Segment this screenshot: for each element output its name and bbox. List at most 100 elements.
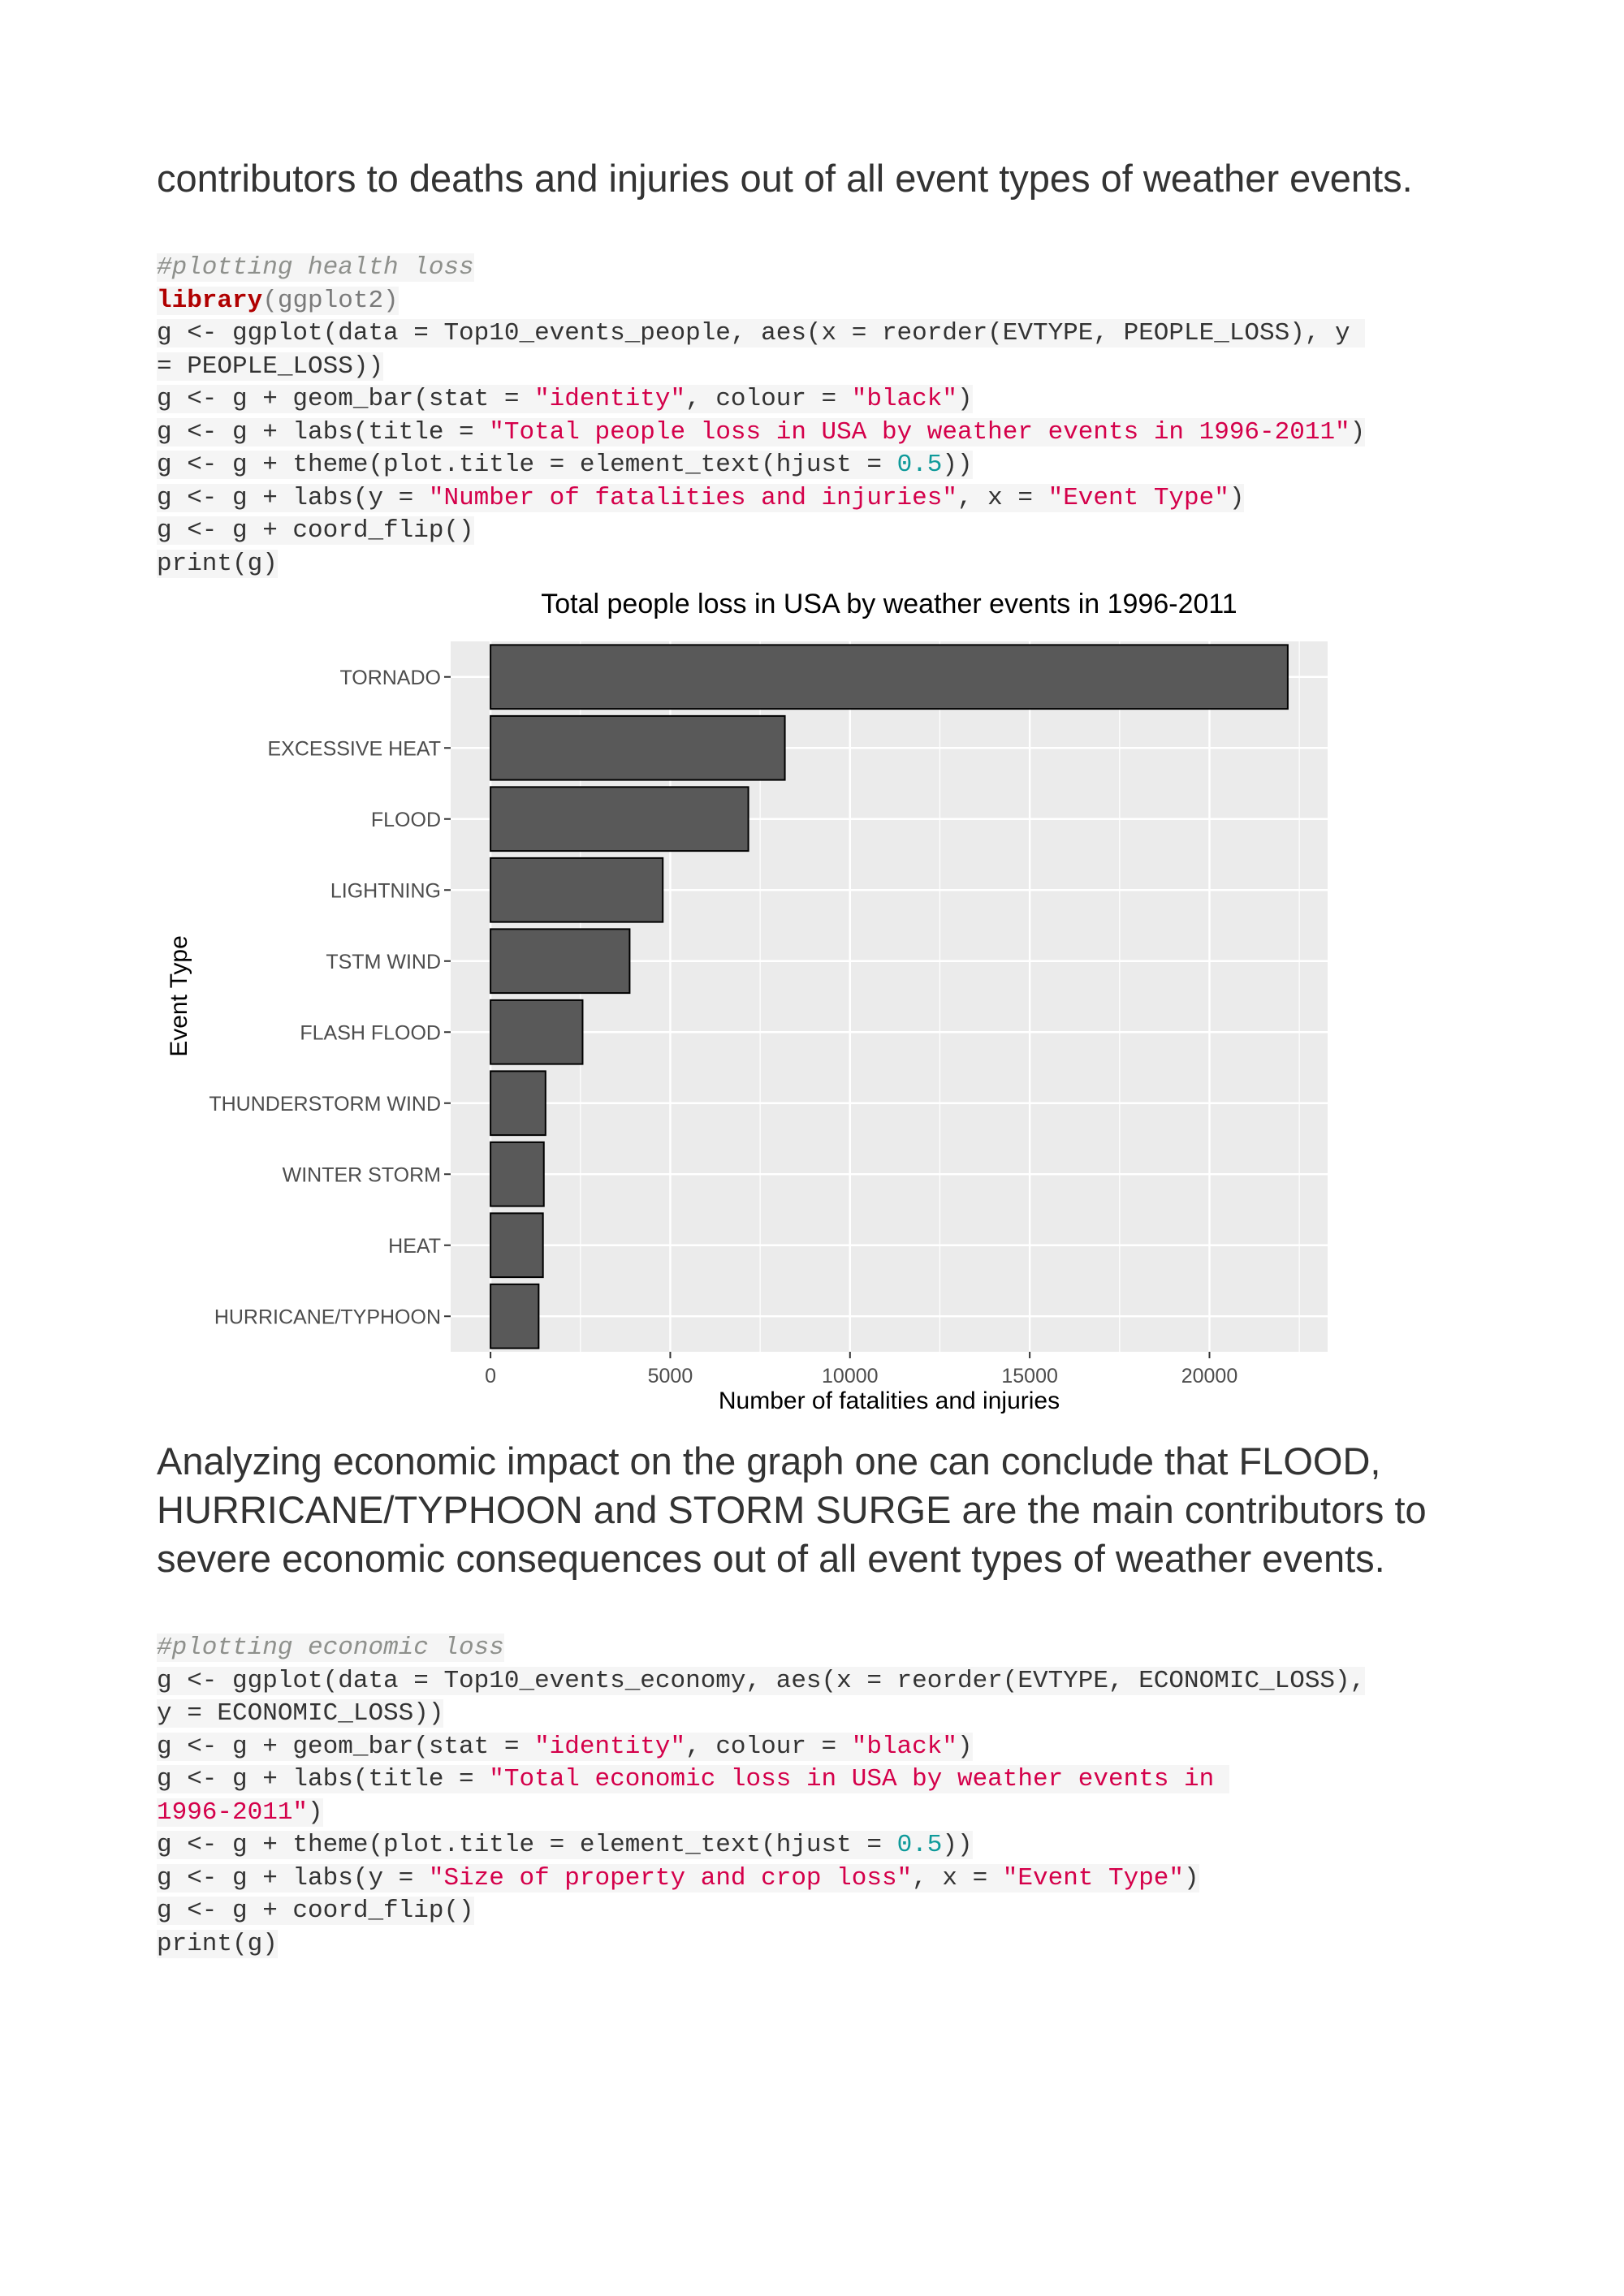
category-label: EXCESSIVE HEAT <box>268 737 442 760</box>
code-line: g <- g + coord_flip() <box>157 515 1497 548</box>
bar <box>490 1212 544 1279</box>
code-token: = PEOPLE_LOSS)) <box>157 352 384 381</box>
code-token: g <- g + labs(y = <box>157 483 429 512</box>
code-token: "black" <box>851 385 957 413</box>
paragraph-health-conclusion: contributors to deaths and injuries out … <box>157 157 1413 200</box>
bar <box>490 786 749 852</box>
category-label: FLASH FLOOD <box>300 1021 441 1044</box>
code-line: g <- g + labs(title = "Total people loss… <box>157 416 1497 450</box>
code-token: , colour = <box>685 385 852 413</box>
code-token: library <box>157 286 263 315</box>
code-token: g <- g + theme(plot.title = element_text… <box>157 451 897 479</box>
paragraph-economic-conclusion: Analyzing economic impact on the graph o… <box>157 1439 1427 1580</box>
code-line: g <- g + labs(title = "Total economic lo… <box>157 1763 1497 1797</box>
category-label: LIGHTNING <box>330 879 441 902</box>
code-token: ) <box>957 1732 973 1761</box>
code-token: print(g) <box>157 1929 278 1958</box>
category-label: THUNDERSTORM WIND <box>209 1093 441 1116</box>
code-token: ) <box>1350 417 1366 447</box>
bars <box>490 644 1289 1349</box>
bar <box>490 928 631 995</box>
code-token: ) <box>957 385 973 413</box>
tick-labels: 0 5000 10000 15000 20000 <box>485 1352 1237 1388</box>
value-tick-label: 10000 <box>822 1365 879 1388</box>
value-tick-label: 0 <box>485 1365 496 1388</box>
code-line: g <- g + labs(y = "Number of fatalities … <box>157 482 1497 516</box>
value-tick-label: 5000 <box>648 1365 693 1388</box>
code-line: g <- g + coord_flip() <box>157 1895 1497 1928</box>
code-token: ) <box>1229 483 1245 512</box>
code-token: g <- g + coord_flip() <box>157 1897 474 1925</box>
code-token: 1996-2011" <box>157 1798 309 1827</box>
code-token: ) <box>1184 1863 1199 1892</box>
code-token: 0.5 <box>896 451 943 479</box>
category-label: TSTM WIND <box>326 951 441 973</box>
code-token: "identity" <box>534 1732 686 1761</box>
code-line: library(ggplot2) <box>157 285 1497 318</box>
bar <box>490 714 786 781</box>
code-line: #plotting health loss <box>157 252 1497 285</box>
code-line: 1996-2011") <box>157 1797 1497 1830</box>
code-line: print(g) <box>157 1928 1497 1962</box>
value-tick-label: 15000 <box>1001 1365 1058 1388</box>
code-token: g <- g + labs(title = <box>157 1765 490 1793</box>
code-token: g <- g + labs(y = <box>157 1863 429 1892</box>
code-block-health: #plotting health loss library(ggplot2) g <… <box>157 252 1497 580</box>
code-token: y = ECONOMIC_LOSS)) <box>157 1699 444 1728</box>
code-line: #plotting economic loss <box>157 1632 1497 1665</box>
code-token: g <- g + coord_flip() <box>157 516 474 545</box>
y-axis-title: Event Type <box>166 935 192 1057</box>
code-token: "Size of property and crop loss" <box>428 1863 913 1892</box>
bar <box>490 1283 540 1349</box>
code-line: g <- g + geom_bar(stat = "identity", col… <box>157 383 1497 416</box>
code-token: , colour = <box>685 1732 852 1761</box>
code-token: #plotting economic loss <box>157 1634 504 1662</box>
code-token: )) <box>942 1831 973 1859</box>
code-token: #plotting health loss <box>157 253 474 282</box>
code-token: g <- g + theme(plot.title = element_text… <box>157 1831 897 1859</box>
code-line: print(g) <box>157 548 1497 581</box>
code-token: "Number of fatalities and injuries" <box>428 483 957 512</box>
code-token: print(g) <box>157 549 278 578</box>
code-line: g <- g + theme(plot.title = element_text… <box>157 1829 1497 1862</box>
category-labels: TORNADO EXCESSIVE HEAT FLOOD LIGHTNING TSTM … <box>209 667 451 1328</box>
code-line: y = ECONOMIC_LOSS)) <box>157 1698 1497 1731</box>
bar <box>490 857 664 923</box>
code-token: , x = <box>912 1863 1003 1892</box>
category-label: HEAT <box>388 1235 441 1258</box>
category-label: WINTER STORM <box>283 1163 441 1186</box>
bar-chart-people-loss: Total people loss in USA by weather even… <box>166 589 1328 1414</box>
code-token: , x = <box>957 483 1048 512</box>
code-token: ) <box>308 1798 323 1827</box>
bar <box>490 644 1289 710</box>
category-label: TORNADO <box>339 667 441 689</box>
code-token: 0.5 <box>896 1831 943 1859</box>
code-token: "identity" <box>534 385 686 413</box>
code-token: )) <box>942 451 973 479</box>
code-token: "Total economic loss in USA by weather e… <box>489 1765 1229 1793</box>
code-token: g <- ggplot(data = Top10_events_economy,… <box>157 1666 1366 1695</box>
code-line: g <- g + theme(plot.title = element_text… <box>157 449 1497 482</box>
value-tick-label: 20000 <box>1181 1365 1238 1388</box>
code-token: "Event Type" <box>1002 1863 1185 1892</box>
code-token: "black" <box>851 1732 957 1761</box>
code-token: g <- g + geom_bar(stat = <box>157 1732 535 1761</box>
category-label: FLOOD <box>371 809 441 831</box>
category-label: HURRICANE/TYPHOON <box>214 1306 441 1328</box>
code-line: g <- ggplot(data = Top10_events_economy,… <box>157 1665 1497 1698</box>
code-token: "Event Type" <box>1047 483 1229 512</box>
code-line: g <- ggplot(data = Top10_events_people, … <box>157 317 1497 351</box>
code-line: g <- g + labs(y = "Size of property and … <box>157 1862 1497 1896</box>
bar <box>490 999 584 1065</box>
x-axis-title: Number of fatalities and injuries <box>719 1388 1060 1414</box>
code-token: g <- g + labs(title = <box>157 417 490 447</box>
bar <box>490 1070 546 1137</box>
code-token: (ggplot2) <box>262 286 399 315</box>
code-line: = PEOPLE_LOSS)) <box>157 351 1497 384</box>
chart-title: Total people loss in USA by weather even… <box>541 589 1237 619</box>
code-line: g <- g + geom_bar(stat = "identity", col… <box>157 1731 1497 1764</box>
code-token: g <- ggplot(data = Top10_events_people, … <box>157 319 1366 347</box>
code-token: "Total people loss in USA by weather eve… <box>489 417 1350 447</box>
code-block-economy: #plotting economic loss g <- ggplot(data … <box>157 1632 1497 1961</box>
bar <box>490 1141 545 1207</box>
